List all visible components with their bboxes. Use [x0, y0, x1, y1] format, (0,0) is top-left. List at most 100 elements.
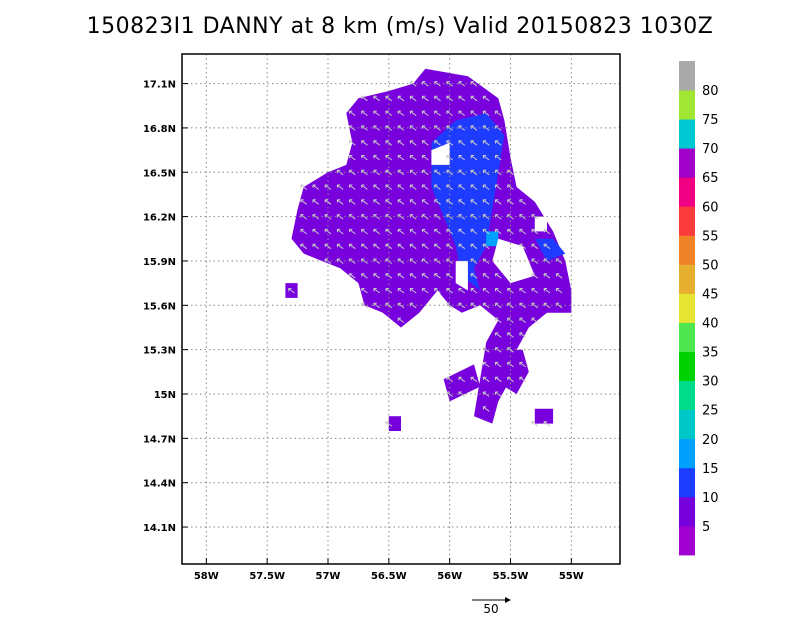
reference-vector-label: 50	[483, 602, 498, 616]
wind-vector-85	[397, 273, 405, 279]
wind-vector-127	[421, 95, 429, 102]
wind-vector-180	[470, 273, 478, 279]
wind-vector-62	[373, 140, 380, 146]
wind-vector-133	[434, 228, 441, 235]
wind-vector-210	[482, 140, 490, 146]
y-tick-label-10: 14.1N	[143, 523, 176, 534]
echo-region-3	[534, 408, 554, 424]
wind-vector-203	[482, 243, 490, 250]
wind-vector-90	[397, 199, 405, 205]
wind-vector-177	[470, 376, 478, 383]
wind-vector-200	[482, 288, 490, 294]
wind-vector-266	[543, 273, 551, 279]
wind-vector-0	[288, 288, 295, 294]
wind-vector-4	[300, 199, 307, 205]
wind-vector-84	[397, 288, 405, 294]
wind-vector-204	[482, 228, 490, 235]
wind-vector-55	[373, 243, 380, 250]
wind-vector-18	[336, 243, 344, 250]
colorbar-label-3: 20	[702, 433, 719, 448]
wind-vector-52	[373, 288, 380, 294]
wind-vector-113	[409, 81, 417, 87]
wind-vector-213	[482, 95, 490, 102]
wind-vector-7	[312, 228, 320, 235]
wind-vector-249	[519, 288, 526, 294]
colorbar-label-5: 30	[702, 375, 719, 390]
wind-vector-251	[519, 228, 526, 235]
x-tick-label-6: 55W	[559, 571, 584, 582]
wind-vector-272	[555, 273, 563, 279]
wind-vector-64	[373, 110, 380, 116]
colorbar-segment-0	[679, 525, 695, 556]
colorbar-label-14: 75	[702, 113, 719, 128]
wind-vector-192	[470, 95, 478, 102]
wind-vector-44	[361, 184, 368, 190]
wind-vector-194	[482, 406, 490, 412]
colorbar-segment-9	[679, 264, 695, 294]
wind-vector-141	[434, 95, 441, 102]
colorbar-label-4: 25	[702, 404, 719, 419]
wind-vector-212	[482, 110, 490, 116]
wind-vector-114	[421, 288, 429, 294]
wind-vector-262	[531, 214, 539, 220]
wind-vector-228	[494, 155, 502, 161]
wind-vector-19	[336, 228, 344, 235]
wind-vector-121	[421, 184, 429, 190]
wind-vector-106	[409, 184, 417, 190]
wind-vector-59	[373, 184, 380, 190]
wind-vector-197	[482, 361, 490, 368]
wind-vector-247	[519, 317, 526, 323]
wind-vector-162	[458, 376, 466, 383]
wind-vector-226	[494, 184, 502, 190]
echo-region-7	[534, 238, 566, 261]
wind-vector-94	[397, 140, 405, 146]
wind-vector-40	[361, 243, 368, 250]
wind-vector-269	[543, 228, 551, 235]
wind-vector-72	[385, 228, 393, 235]
wind-vector-191	[470, 110, 478, 116]
wind-vector-258	[531, 273, 539, 279]
wind-vector-132	[434, 243, 441, 250]
wind-vector-27	[348, 228, 356, 235]
reference-vector: 50	[472, 597, 511, 616]
wind-vector-152	[446, 199, 453, 205]
wind-vector-105	[409, 199, 417, 205]
wind-vector-244	[519, 376, 526, 383]
wind-vector-250	[519, 243, 526, 250]
y-tick-label-3: 16.2N	[143, 213, 176, 224]
wind-vector-42	[361, 214, 368, 220]
colorbar-label-7: 40	[702, 317, 719, 332]
wind-vector-138	[434, 140, 441, 146]
wind-vector-256	[531, 302, 539, 309]
colorbar-segment-13	[679, 148, 695, 178]
wind-vector-67	[385, 302, 393, 309]
wind-vector-183	[470, 228, 478, 235]
wind-vector-229	[494, 140, 502, 146]
wind-vector-168	[458, 199, 466, 205]
wind-vector-1	[300, 243, 307, 250]
wind-vector-49	[361, 110, 368, 116]
colorbar-label-12: 65	[702, 171, 719, 186]
wind-vector-172	[458, 140, 466, 146]
wind-vector-91	[397, 184, 405, 190]
wind-vector-45	[361, 169, 368, 176]
wind-vector-174	[458, 110, 466, 116]
y-tick-label-8: 14.7N	[143, 434, 176, 445]
wind-vector-261	[531, 228, 539, 235]
wind-vector-216	[494, 361, 502, 368]
wind-vector-118	[421, 228, 429, 235]
colorbar-label-9: 50	[702, 258, 719, 273]
wind-vector-223	[494, 228, 502, 235]
wind-vector-37	[361, 288, 368, 294]
wind-vector-110	[409, 125, 417, 131]
wind-vector-255	[531, 317, 539, 323]
wind-vector-75	[385, 184, 393, 190]
colorbar-segment-7	[679, 322, 695, 352]
wind-vector-175	[458, 95, 466, 102]
wind-vector-145	[446, 302, 453, 309]
wind-vector-43	[361, 199, 368, 205]
colorbar-segment-2	[679, 467, 695, 498]
wind-vector-61	[373, 155, 380, 161]
wind-vector-39	[361, 258, 368, 264]
